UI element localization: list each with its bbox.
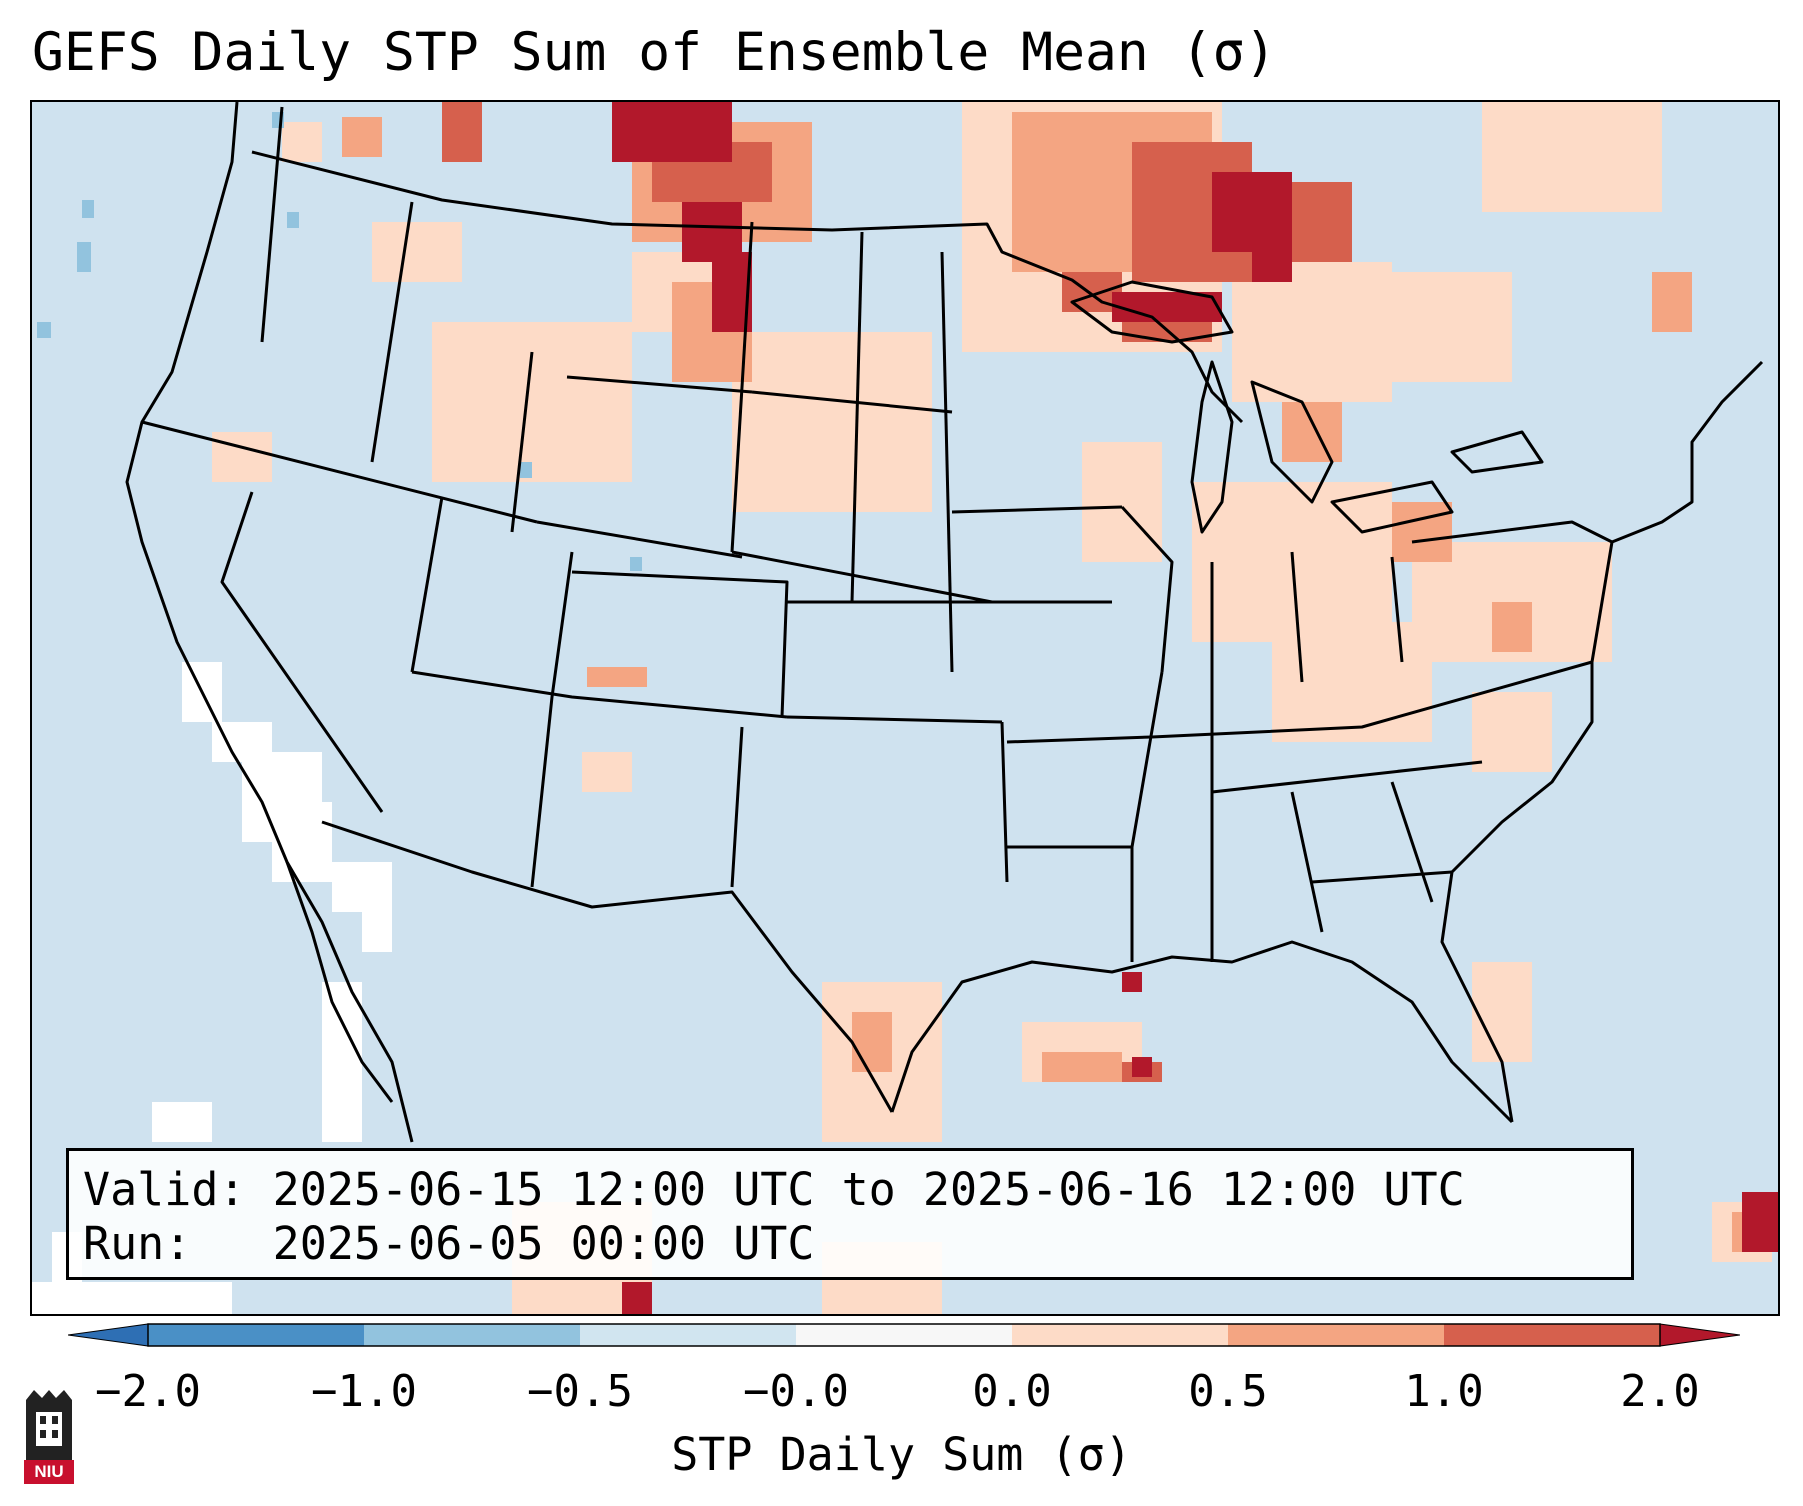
chart-title: GEFS Daily STP Sum of Ensemble Mean (σ) (32, 22, 1277, 83)
map-panel (30, 100, 1780, 1316)
colorbar-tick-label: 2.0 (1620, 1366, 1700, 1417)
colorbar-tick-label: −0.0 (743, 1366, 849, 1417)
colorbar-tick-label: −0.5 (527, 1366, 633, 1417)
colorbar-tick-label: 0.5 (1188, 1366, 1268, 1417)
colorbar-bin (1444, 1324, 1661, 1346)
colorbar-tick-label: −2.0 (95, 1366, 201, 1417)
colorbar-label: STP Daily Sum (σ) (671, 1428, 1132, 1481)
valid-run-info-box: Valid: 2025-06-15 12:00 UTC to 2025-06-1… (66, 1148, 1634, 1280)
colorbar-bin (1228, 1324, 1445, 1346)
neutral-region (32, 662, 392, 1314)
colorbar-bin (580, 1324, 797, 1346)
niu-logo-text: NIU (34, 1462, 64, 1481)
valid-time-text: Valid: 2025-06-15 12:00 UTC to 2025-06-1… (83, 1163, 1465, 1216)
colorbar-bin (1012, 1324, 1229, 1346)
colorbar (68, 1323, 1740, 1347)
stp-field (37, 102, 1778, 1314)
run-time-text: Run: 2025-06-05 00:00 UTC (83, 1217, 815, 1270)
colorbar-tick-label: −1.0 (311, 1366, 417, 1417)
colorbar-tick-label: 1.0 (1404, 1366, 1484, 1417)
colorbar-extend-low (68, 1323, 149, 1347)
colorbar-tick-label: 0.0 (972, 1366, 1052, 1417)
map-svg (32, 102, 1778, 1314)
colorbar-bin (796, 1324, 1013, 1346)
map-boundaries (125, 102, 1764, 1143)
colorbar-bin (148, 1324, 365, 1346)
colorbar-extend-high (1659, 1323, 1740, 1347)
colorbar-bin (364, 1324, 581, 1346)
niu-logo: NIU (20, 1390, 78, 1490)
